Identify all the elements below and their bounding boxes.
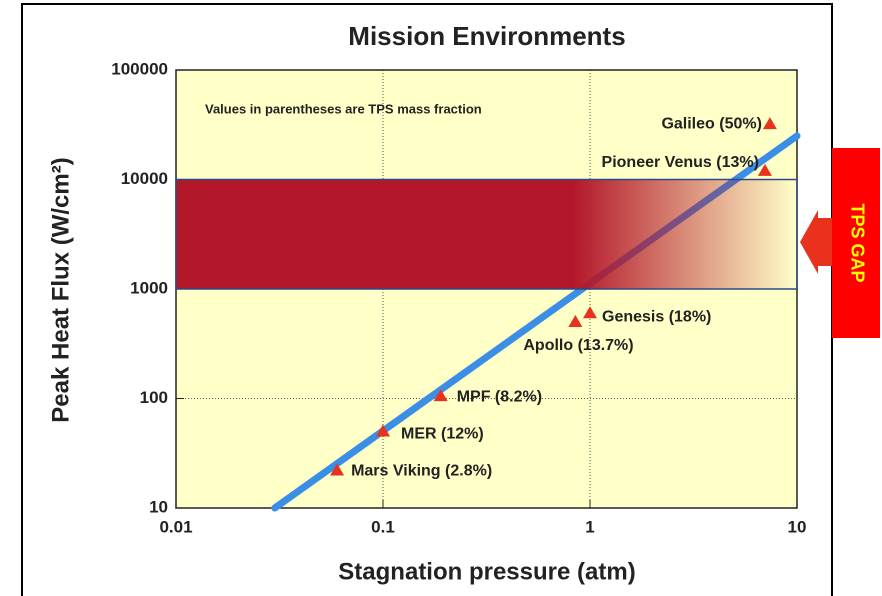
- x-tick-label: 0.01: [159, 517, 192, 536]
- point-label: MER (12%): [401, 426, 484, 443]
- annotation: Values in parentheses are TPS mass fract…: [205, 101, 482, 116]
- point: [757, 163, 772, 176]
- point: [583, 306, 597, 319]
- point: [568, 314, 583, 327]
- point-label: Genesis (18%): [602, 309, 711, 326]
- x-axis-label: Stagnation pressure (atm): [338, 558, 635, 585]
- point-label: MPF (8.2%): [457, 388, 542, 405]
- y-tick-label: 10000: [121, 169, 168, 188]
- chart-title: Mission Environments: [348, 21, 625, 51]
- point-label: Galileo (50%): [661, 115, 761, 132]
- y-tick-label: 100: [140, 388, 168, 407]
- gap-label: TPS GAP: [847, 203, 867, 282]
- point-label: Mars Viking (2.8%): [351, 463, 492, 480]
- x-tick-label: 10: [788, 517, 807, 536]
- point-label: Apollo (13.7%): [523, 337, 633, 354]
- x-tick-label: 0.1: [371, 517, 395, 536]
- y-tick-label: 10: [149, 497, 168, 516]
- y-tick-label: 100000: [111, 59, 168, 78]
- point: [433, 389, 448, 402]
- point-label: Pioneer Venus (13%): [602, 154, 759, 171]
- x-tick-label: 1: [585, 517, 594, 536]
- tps-gap-band: [175, 178, 798, 290]
- gap-arrow: [800, 210, 832, 274]
- point: [762, 117, 777, 130]
- point: [376, 424, 390, 437]
- y-axis-label: Peak Heat Flux (W/cm²): [47, 157, 74, 422]
- y-tick-label: 1000: [130, 278, 168, 297]
- point: [330, 463, 345, 476]
- gap-label-box: [832, 148, 880, 338]
